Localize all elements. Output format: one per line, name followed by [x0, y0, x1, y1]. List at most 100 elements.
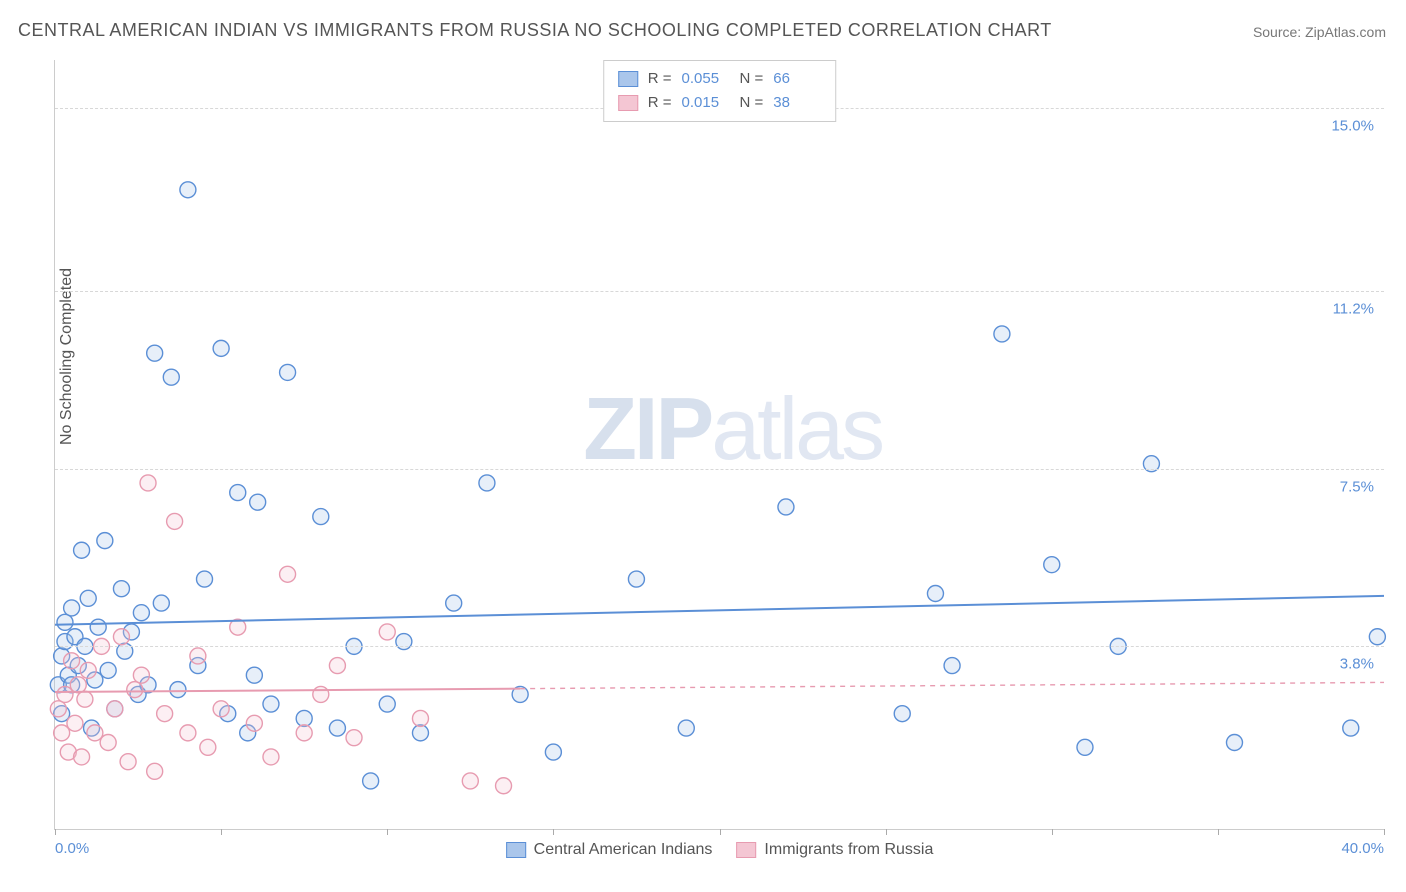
data-point — [67, 715, 83, 731]
data-point — [250, 494, 266, 510]
data-point — [1226, 734, 1242, 750]
data-point — [994, 326, 1010, 342]
data-point — [246, 715, 262, 731]
data-point — [230, 485, 246, 501]
x-tick — [1052, 829, 1053, 835]
legend-n-label: N = — [740, 67, 764, 91]
data-point — [90, 619, 106, 635]
data-point — [263, 749, 279, 765]
data-point — [379, 624, 395, 640]
x-tick-label: 0.0% — [55, 840, 89, 857]
data-point — [57, 614, 73, 630]
legend-r-value-0: 0.055 — [682, 67, 730, 91]
legend-stats-row-1: R = 0.015 N = 38 — [618, 91, 822, 115]
legend-swatch-blue — [506, 842, 526, 858]
data-point — [157, 706, 173, 722]
data-point — [296, 725, 312, 741]
gridline — [55, 469, 1384, 470]
legend-series: Central American Indians Immigrants from… — [506, 841, 934, 859]
source-attribution: Source: ZipAtlas.com — [1253, 24, 1386, 40]
data-point — [678, 720, 694, 736]
legend-label-0: Central American Indians — [534, 841, 713, 859]
data-point — [167, 513, 183, 529]
data-point — [120, 754, 136, 770]
data-point — [80, 662, 96, 678]
data-point — [97, 533, 113, 549]
data-point — [77, 691, 93, 707]
legend-n-value-0: 66 — [773, 67, 821, 91]
y-tick-label: 15.0% — [1331, 118, 1374, 135]
legend-r-label: R = — [648, 67, 672, 91]
chart-title: CENTRAL AMERICAN INDIAN VS IMMIGRANTS FR… — [18, 20, 1052, 41]
data-point — [446, 595, 462, 611]
y-tick-label: 11.2% — [1333, 300, 1374, 317]
data-point — [64, 653, 80, 669]
data-point — [127, 682, 143, 698]
data-point — [80, 590, 96, 606]
data-point — [1077, 739, 1093, 755]
x-tick — [720, 829, 721, 835]
data-point — [296, 710, 312, 726]
data-point — [113, 629, 129, 645]
data-point — [280, 364, 296, 380]
data-point — [153, 595, 169, 611]
data-point — [246, 667, 262, 683]
gridline — [55, 291, 1384, 292]
data-point — [329, 658, 345, 674]
data-point — [313, 509, 329, 525]
x-tick — [55, 829, 56, 835]
x-tick — [553, 829, 554, 835]
data-point — [140, 475, 156, 491]
data-point — [545, 744, 561, 760]
data-point — [628, 571, 644, 587]
data-point — [133, 605, 149, 621]
data-point — [200, 739, 216, 755]
legend-item-1: Immigrants from Russia — [736, 841, 933, 859]
data-point — [190, 648, 206, 664]
data-point — [74, 749, 90, 765]
legend-item-0: Central American Indians — [506, 841, 713, 859]
data-point — [894, 706, 910, 722]
trend-line — [55, 689, 520, 692]
data-point — [927, 585, 943, 601]
data-point — [329, 720, 345, 736]
legend-n-value-1: 38 — [773, 91, 821, 115]
trend-line — [55, 596, 1384, 625]
data-point — [64, 600, 80, 616]
legend-stats: R = 0.055 N = 66 R = 0.015 N = 38 — [603, 60, 837, 122]
x-tick — [1384, 829, 1385, 835]
data-point — [346, 730, 362, 746]
legend-r-value-1: 0.015 — [682, 91, 730, 115]
x-tick — [387, 829, 388, 835]
data-point — [363, 773, 379, 789]
data-point — [180, 182, 196, 198]
data-point — [412, 725, 428, 741]
data-point — [163, 369, 179, 385]
data-point — [133, 667, 149, 683]
legend-stats-row-0: R = 0.055 N = 66 — [618, 67, 822, 91]
x-tick — [1218, 829, 1219, 835]
legend-swatch-pink — [736, 842, 756, 858]
data-point — [107, 701, 123, 717]
trend-line-extrapolated — [520, 682, 1384, 688]
y-tick-label: 3.8% — [1340, 656, 1374, 673]
data-point — [50, 701, 66, 717]
data-point — [479, 475, 495, 491]
data-point — [944, 658, 960, 674]
x-tick — [886, 829, 887, 835]
legend-label-1: Immigrants from Russia — [764, 841, 933, 859]
data-point — [197, 571, 213, 587]
data-point — [313, 686, 329, 702]
data-point — [412, 710, 428, 726]
data-point — [74, 542, 90, 558]
x-tick — [221, 829, 222, 835]
data-point — [462, 773, 478, 789]
data-point — [280, 566, 296, 582]
data-point — [1044, 557, 1060, 573]
data-point — [113, 581, 129, 597]
data-point — [213, 340, 229, 356]
data-point — [170, 682, 186, 698]
data-point — [379, 696, 395, 712]
legend-r-label: R = — [648, 91, 672, 115]
data-point — [70, 677, 86, 693]
